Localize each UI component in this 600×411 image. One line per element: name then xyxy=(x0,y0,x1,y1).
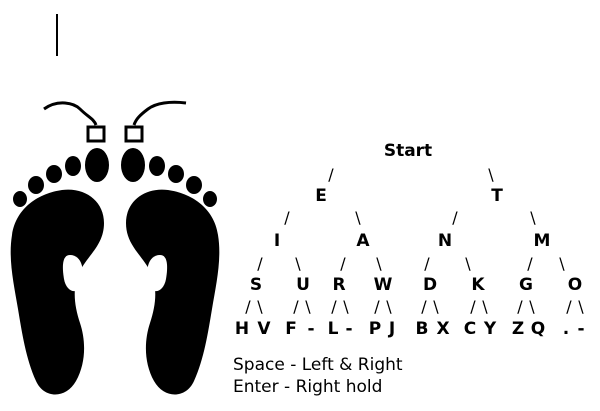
branch-left: / xyxy=(566,297,572,316)
tree-node-h: H xyxy=(234,319,250,339)
morse-code-tree: Start / \ E T / \ / \ I A N M / \ / \ / … xyxy=(225,135,600,345)
tree-node-z: Z xyxy=(511,319,525,339)
tree-node-w: W xyxy=(373,275,393,295)
tree-node-dash: - xyxy=(577,319,585,339)
tree-node-y: Y xyxy=(483,319,497,339)
left-cable xyxy=(43,101,98,126)
branch-right: \ xyxy=(343,297,349,316)
branch-left: / xyxy=(374,297,380,316)
branch-right: \ xyxy=(386,297,392,316)
tree-node-p: P xyxy=(368,319,382,339)
branch-left: / xyxy=(452,208,458,227)
tree-node-c: C xyxy=(463,319,477,339)
right-cable xyxy=(132,100,187,126)
branch-left: / xyxy=(424,254,430,273)
tree-node-n: N xyxy=(437,231,453,251)
tree-node-q: Q xyxy=(530,319,546,339)
tree-node-m: M xyxy=(533,231,551,251)
branch-left: / xyxy=(328,165,334,184)
branch-right: \ xyxy=(305,297,311,316)
branch-right: \ xyxy=(433,297,439,316)
branch-right: \ xyxy=(529,297,535,316)
tree-node-x: X xyxy=(436,319,450,339)
branch-left: / xyxy=(470,297,476,316)
tree-node-e: E xyxy=(315,186,327,206)
branch-left: / xyxy=(340,254,346,273)
branch-right: \ xyxy=(530,208,536,227)
tree-node-b: B xyxy=(415,319,429,339)
tree-node-d: D xyxy=(422,275,438,295)
tree-node-a: A xyxy=(356,231,370,251)
tree-node-v: V xyxy=(257,319,271,339)
branch-left: / xyxy=(293,297,299,316)
left-foot-icon xyxy=(10,148,109,395)
branch-right: \ xyxy=(482,297,488,316)
tree-node-dash: - xyxy=(345,319,353,339)
tree-node-k: K xyxy=(471,275,485,295)
tree-node-period: . xyxy=(562,319,570,339)
tree-node-t: T xyxy=(491,186,503,206)
tree-node-o: O xyxy=(567,275,583,295)
tree-node-l: L xyxy=(327,319,339,339)
left-switch-box xyxy=(86,125,106,143)
tree-node-s: S xyxy=(249,275,263,295)
branch-left: / xyxy=(421,297,427,316)
tree-node-i: I xyxy=(273,231,281,251)
branch-left: / xyxy=(331,297,337,316)
branch-right: \ xyxy=(376,254,382,273)
branch-left: / xyxy=(284,208,290,227)
branch-right: \ xyxy=(295,254,301,273)
branch-right: \ xyxy=(559,254,565,273)
branch-right: \ xyxy=(355,208,361,227)
tree-node-u: U xyxy=(296,275,310,295)
tree-node-g: G xyxy=(519,275,533,295)
tree-node-j: J xyxy=(388,319,396,339)
branch-left: / xyxy=(527,254,533,273)
branch-right: \ xyxy=(488,165,494,184)
right-foot-icon xyxy=(121,148,220,395)
legend-space: Space - Left & Right xyxy=(233,355,403,375)
tree-node-dash: - xyxy=(307,319,315,339)
right-switch-box xyxy=(124,125,144,143)
legend-enter: Enter - Right hold xyxy=(233,377,383,397)
tree-node-r: R xyxy=(332,275,346,295)
tree-node-f: F xyxy=(285,319,297,339)
footprints-icon xyxy=(10,100,220,395)
text-cursor-icon xyxy=(56,14,58,56)
branch-left: / xyxy=(517,297,523,316)
branch-right: \ xyxy=(465,254,471,273)
branch-left: / xyxy=(257,254,263,273)
branch-right: \ xyxy=(257,297,263,316)
tree-root-start: Start xyxy=(383,141,433,161)
branch-left: / xyxy=(245,297,251,316)
branch-right: \ xyxy=(578,297,584,316)
